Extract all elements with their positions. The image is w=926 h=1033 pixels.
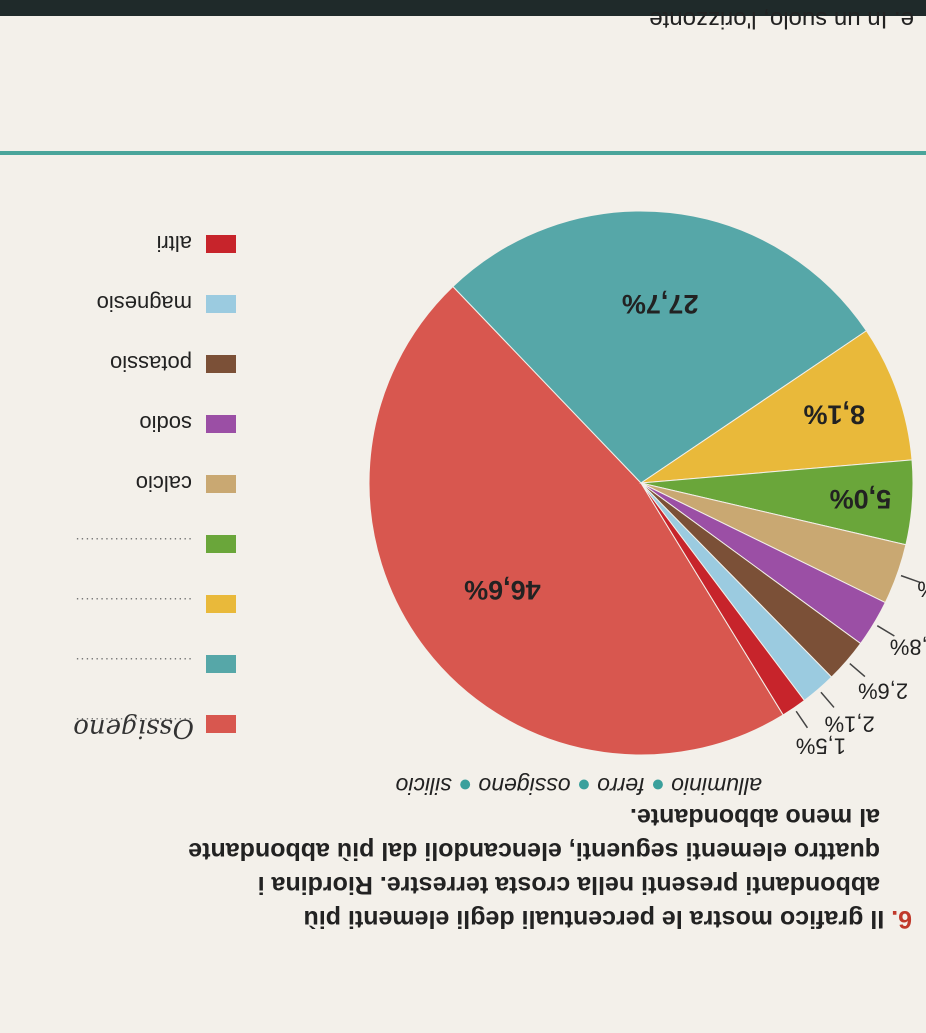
- legend-blank-line: ........................: [74, 535, 192, 551]
- legend-label-altri: altri: [156, 231, 192, 256]
- leader-line: [795, 710, 809, 729]
- legend-swatch-potassio: [206, 355, 236, 373]
- legend-swatch-silicio: [206, 655, 236, 673]
- data-label-alluminio: 8,1%: [804, 400, 866, 430]
- leader-line: [876, 625, 895, 637]
- handwritten-answer: Ossigeno: [73, 713, 194, 743]
- legend-swatch-altri: [206, 235, 236, 253]
- legend-swatch-calcio: [206, 475, 236, 493]
- leader-line: [820, 691, 835, 708]
- leader-line: [849, 662, 866, 678]
- pie-slice-silicio: [452, 210, 868, 484]
- data-label-ossigeno: 46,6%: [464, 575, 541, 605]
- pie-slice-altri: [640, 482, 806, 716]
- legend-label-potassio: potassio: [110, 351, 192, 376]
- photo-background-edge: [0, 0, 926, 16]
- legend-swatch-ferro: [206, 535, 236, 553]
- data-label-magnesio: 2,1%: [825, 712, 875, 737]
- legend-swatch-sodio: [206, 415, 236, 433]
- data-label-potassio: 2,6%: [858, 678, 908, 703]
- data-label-calcio: 3,6%: [917, 576, 926, 601]
- data-label-altri: 1,5%: [796, 734, 846, 759]
- legend-label-calcio: calcio: [135, 471, 192, 496]
- data-label-silicio: 27,7%: [622, 289, 699, 319]
- leader-line: [900, 574, 921, 584]
- pie-slice-ossigeno: [368, 285, 784, 756]
- data-label-sodio: 2,8%: [890, 634, 926, 659]
- legend-label-sodio: sodio: [139, 411, 192, 436]
- legend-swatch-magnesio: [206, 295, 236, 313]
- legend-label-magnesio: magnesio: [96, 291, 192, 316]
- legend-swatch-alluminio: [206, 595, 236, 613]
- legend-blank-line: ........................: [74, 595, 192, 611]
- legend-blank-line: ........................: [74, 655, 192, 671]
- data-label-ferro: 5,0%: [830, 484, 892, 514]
- legend-swatch-ossigeno: [206, 715, 236, 733]
- pie-slice-alluminio: [639, 330, 913, 484]
